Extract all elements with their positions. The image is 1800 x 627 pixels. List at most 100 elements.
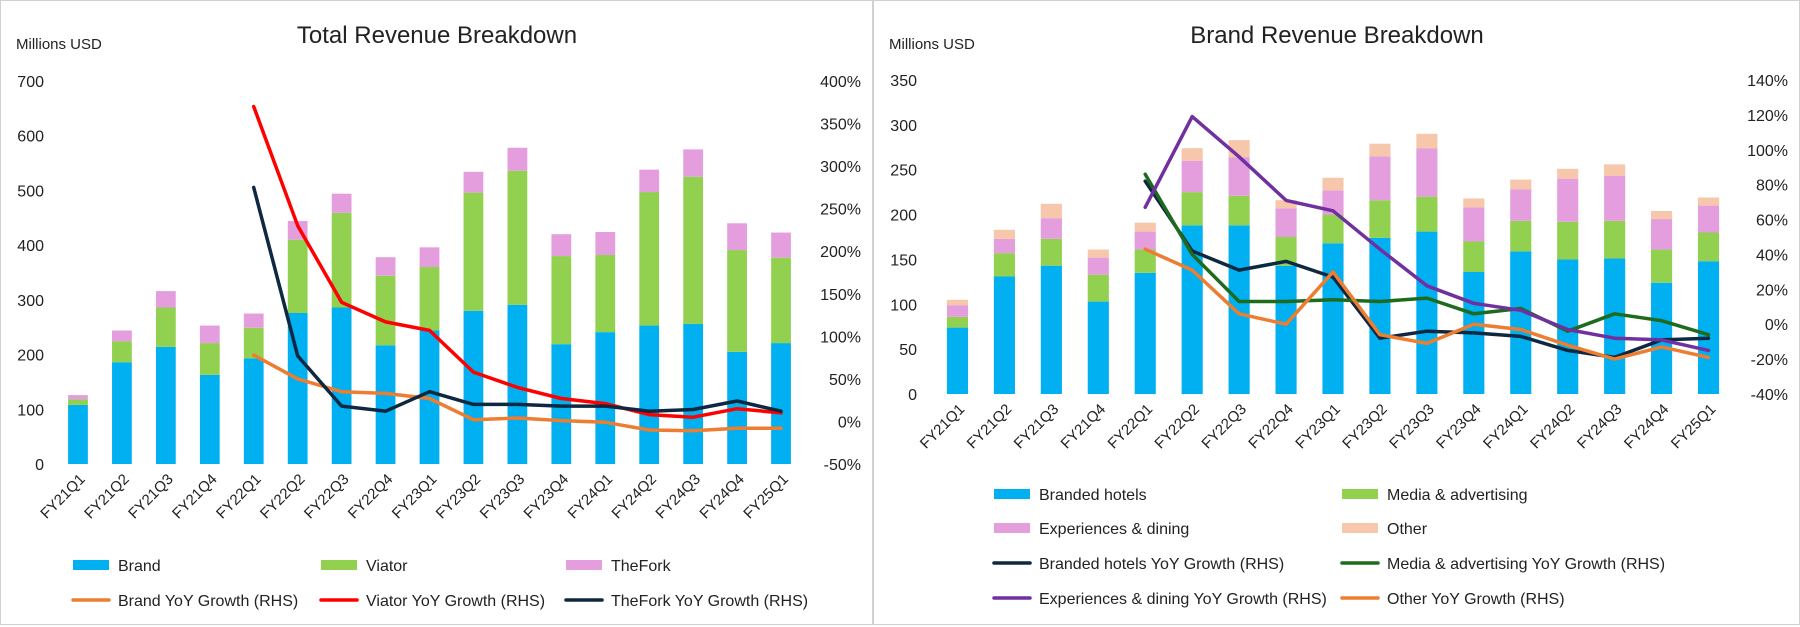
legend-swatch-brand — [73, 560, 109, 570]
y2-tick-label: 200% — [820, 244, 861, 261]
bar-branded-hotels — [1322, 243, 1344, 394]
x-category-label: FY23Q3 — [1386, 401, 1438, 453]
legend-label-thefork: TheFork — [611, 558, 672, 575]
x-category-label: FY24Q4 — [1621, 401, 1673, 453]
legend-label-branded-hotels: Branded hotels — [1039, 487, 1147, 504]
bar-viator — [112, 341, 132, 363]
bar-viator — [463, 192, 484, 311]
bar-viator — [683, 176, 704, 324]
bar-thefork — [727, 223, 747, 251]
bar-media-advertising — [1181, 192, 1203, 226]
bar-experiences-dining — [1087, 257, 1109, 275]
bar-media-advertising — [1651, 249, 1673, 283]
bar-brand — [375, 345, 396, 464]
bar-other — [1651, 210, 1673, 220]
bar-media-advertising — [1087, 274, 1109, 302]
y-tick-label: 200 — [17, 348, 44, 365]
bar-other — [1510, 179, 1532, 190]
bar-other — [946, 299, 969, 306]
bar-other — [1697, 197, 1720, 206]
line-other-yoy-growth-rhs — [1143, 247, 1711, 361]
bar-experiences-dining — [1604, 175, 1626, 221]
legend-label-branded-hotels-yoy-growth-rhs: Branded hotels YoY Growth (RHS) — [1039, 556, 1284, 573]
bar-experiences-dining — [1651, 219, 1673, 250]
x-category-label: FY25Q1 — [1668, 401, 1720, 453]
y2-tick-label: 80% — [1756, 178, 1788, 195]
bar-thefork — [463, 171, 484, 193]
bar-media-advertising — [1510, 220, 1532, 252]
bar-brand — [507, 304, 528, 464]
bar-experiences-dining — [1275, 208, 1297, 237]
legend-label-brand-yoy-growth-rhs: Brand YoY Growth (RHS) — [118, 593, 298, 610]
bar-viator — [375, 275, 396, 346]
x-category-label: FY23Q4 — [1433, 401, 1485, 453]
bar-other — [993, 229, 1015, 239]
bar-experiences-dining — [1040, 218, 1062, 239]
bar-brand — [68, 404, 88, 464]
bar-branded-hotels — [1040, 265, 1062, 394]
legend-label-experiences-dining-yoy-growth-rhs: Experiences & dining YoY Growth (RHS) — [1039, 591, 1327, 608]
bar-branded-hotels — [1510, 251, 1532, 394]
legend-swatch-thefork — [566, 560, 602, 570]
bar-brand — [639, 325, 660, 464]
bar-brand — [287, 312, 308, 464]
bar-viator — [243, 327, 264, 359]
bar-viator — [419, 267, 440, 331]
line-thefork-yoy-growth-rhs — [251, 185, 783, 413]
y2-tick-label: 0% — [1765, 317, 1788, 334]
bar-other — [1087, 249, 1109, 258]
legend-swatch-media-advertising — [1342, 489, 1378, 499]
bar-media-advertising — [1275, 237, 1297, 266]
bar-media-advertising — [1134, 249, 1156, 273]
x-category-label: FY23Q2 — [1339, 401, 1391, 453]
x-category-label: FY21Q1 — [37, 471, 89, 523]
y-tick-label: 300 — [17, 293, 44, 310]
x-category-label: FY21Q2 — [964, 401, 1016, 453]
bar-other — [1040, 203, 1062, 219]
y-tick-label: 150 — [890, 252, 917, 269]
x-category-label: FY22Q1 — [1105, 401, 1157, 453]
bar-experiences-dining — [1134, 231, 1156, 250]
bar-viator — [155, 307, 176, 347]
x-category-label: FY23Q4 — [521, 471, 573, 523]
bar-branded-hotels — [1369, 237, 1391, 394]
bar-experiences-dining — [993, 238, 1015, 254]
bar-other — [1557, 168, 1579, 179]
brand-revenue-chart: Brand Revenue Breakdown Millions USD 0 50 10… — [889, 22, 1788, 608]
bar-other — [1604, 164, 1626, 176]
x-category-label: FY22Q3 — [301, 471, 353, 523]
y-tick-label: 200 — [890, 208, 917, 225]
bar-viator — [287, 239, 308, 313]
y-tick-label: 400 — [17, 238, 44, 255]
y-tick-label: 350 — [890, 73, 917, 90]
total-revenue-panel: Total Revenue Breakdown Millions USD 0 100 2… — [0, 0, 873, 625]
y2-tick-label: 100% — [1747, 143, 1788, 160]
x-category-label: FY23Q3 — [477, 471, 529, 523]
x-category-label: FY24Q2 — [1527, 401, 1579, 453]
y-tick-label: 300 — [890, 118, 917, 135]
bar-thefork — [595, 232, 616, 255]
chart-title: Brand Revenue Breakdown — [1190, 22, 1484, 49]
bar-experiences-dining — [1557, 178, 1579, 222]
bar-experiences-dining — [1181, 160, 1203, 193]
bar-experiences-dining — [1463, 207, 1485, 242]
x-category-label: FY22Q2 — [257, 471, 309, 523]
x-category-label: FY21Q3 — [125, 471, 177, 523]
y2-tick-label: 120% — [1747, 108, 1788, 125]
bar-viator — [595, 254, 616, 333]
y2-tick-label: 140% — [1747, 73, 1788, 90]
bar-experiences-dining — [946, 305, 969, 317]
x-category-label: FY24Q3 — [652, 471, 704, 523]
bar-viator — [771, 257, 791, 344]
y-axis-unit-label: Millions USD — [889, 36, 975, 53]
bar-thefork — [771, 232, 791, 258]
y2-tick-label: 40% — [1756, 247, 1788, 264]
x-category-label: FY22Q4 — [345, 471, 397, 523]
y2-tick-label: 100% — [820, 329, 861, 346]
bar-other — [1134, 222, 1156, 232]
legend-label-media-advertising: Media & advertising — [1387, 487, 1528, 504]
bar-viator — [331, 212, 352, 308]
y2-tick-label: 0% — [838, 414, 861, 431]
bar-thefork — [419, 247, 440, 268]
bar-brand — [683, 323, 704, 464]
